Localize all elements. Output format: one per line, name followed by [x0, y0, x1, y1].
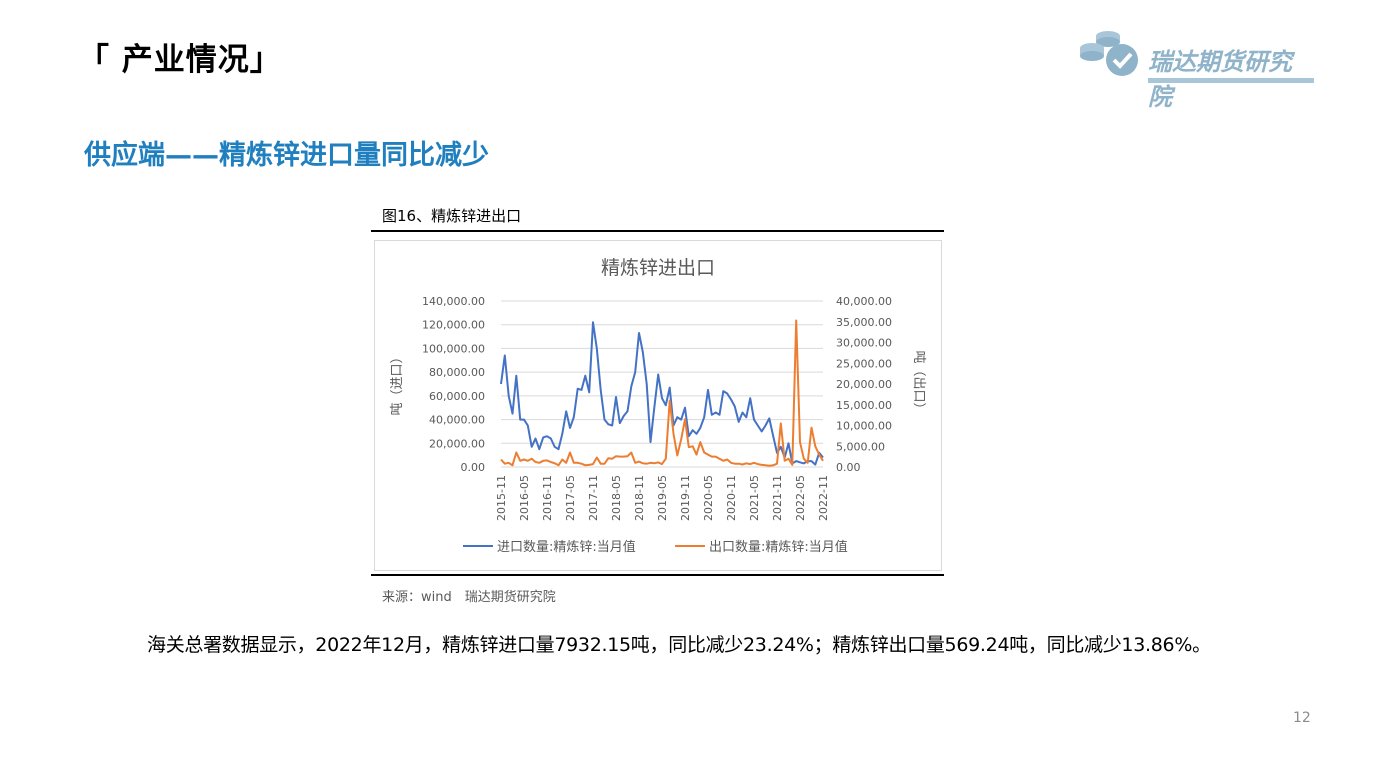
- x-tick-label: 2016-11: [541, 475, 554, 521]
- x-tick-label: 2021-05: [748, 475, 761, 521]
- x-tick-label: 2017-11: [587, 475, 600, 521]
- x-tick-label: 2020-11: [725, 475, 738, 521]
- import-series-line: [500, 321, 824, 466]
- left-tick-label: 120,000.00: [422, 319, 485, 332]
- x-tick-label: 2022-11: [817, 475, 830, 521]
- section-subtitle: 供应端——精炼锌进口量同比减少: [84, 140, 489, 171]
- figure-source: 来源：wind 瑞达期货研究院: [382, 590, 556, 605]
- x-tick-label: 2020-05: [702, 475, 715, 521]
- left-tick-label: 40,000.00: [429, 414, 485, 427]
- legend-label: 出口数量:精炼锌:当月值: [709, 539, 848, 555]
- brand-logo: 瑞达期货研究院: [1078, 28, 1314, 111]
- right-tick-label: 30,000.00: [836, 337, 892, 350]
- logo-text: 瑞达期货研究院: [1148, 48, 1292, 111]
- x-tick-label: 2019-05: [656, 475, 669, 521]
- x-tick-label: 2016-05: [518, 475, 531, 521]
- left-tick-label: 80,000.00: [429, 366, 485, 379]
- left-axis-ticks: 140,000.00 120,000.00 100,000.00 80,000.00 6…: [422, 295, 485, 474]
- right-tick-label: 35,000.00: [836, 316, 892, 329]
- line-chart: 精炼锌进出口 140,000.00 120,000.00 100,000.00 80,…: [390, 257, 926, 555]
- summary-text: 海关总署数据显示，2022年12月，精炼锌进口量7932.15吨，同比减少23.…: [147, 634, 1211, 656]
- x-tick-label: 2018-05: [610, 475, 623, 521]
- right-axis-ticks: 40,000.00 35,000.00 30,000.00 25,000.00 20,0…: [836, 295, 892, 474]
- right-tick-label: 20,000.00: [836, 378, 892, 391]
- left-tick-label: 140,000.00: [422, 295, 485, 308]
- left-tick-label: 60,000.00: [429, 390, 485, 403]
- right-tick-label: 25,000.00: [836, 357, 892, 370]
- series-lines: [500, 319, 824, 467]
- logo-underline: [1148, 78, 1314, 83]
- chart-title: 精炼锌进出口: [601, 257, 715, 279]
- right-tick-label: 5,000.00: [836, 440, 885, 453]
- right-axis-label: 吨（出口）: [911, 350, 926, 415]
- x-axis-ticks: 2015-11 2016-05 2016-11 2017-05 2017-11 2018-…: [495, 475, 830, 521]
- x-tick-label: 2015-11: [495, 475, 508, 521]
- left-tick-label: 0.00: [461, 461, 486, 474]
- page-title: 「 产业情况」: [78, 42, 282, 78]
- figure-caption: 图16、精炼锌进出口: [382, 207, 522, 225]
- caption-rule-top: [371, 230, 944, 232]
- right-tick-label: 0.00: [836, 461, 861, 474]
- left-axis-label: 吨（进口）: [390, 350, 405, 415]
- caption-rule-bottom: [371, 574, 944, 576]
- right-tick-label: 15,000.00: [836, 399, 892, 412]
- x-tick-label: 2022-05: [794, 475, 807, 521]
- chart-frame: 精炼锌进出口 140,000.00 120,000.00 100,000.00 80,…: [374, 240, 942, 571]
- export-series-line: [500, 319, 824, 467]
- x-tick-label: 2021-11: [771, 475, 784, 521]
- x-tick-label: 2019-11: [679, 475, 692, 521]
- left-tick-label: 20,000.00: [429, 437, 485, 450]
- legend-label: 进口数量:精炼锌:当月值: [497, 539, 636, 555]
- page-number: 12: [1293, 710, 1311, 726]
- right-tick-label: 10,000.00: [836, 420, 892, 433]
- legend: 进口数量:精炼锌:当月值 出口数量:精炼锌:当月值: [463, 539, 848, 555]
- x-tick-label: 2017-05: [564, 475, 577, 521]
- right-tick-label: 40,000.00: [836, 295, 892, 308]
- coin-stack-check-icon: [1080, 31, 1138, 76]
- left-tick-label: 100,000.00: [422, 342, 485, 355]
- x-tick-label: 2018-11: [633, 475, 646, 521]
